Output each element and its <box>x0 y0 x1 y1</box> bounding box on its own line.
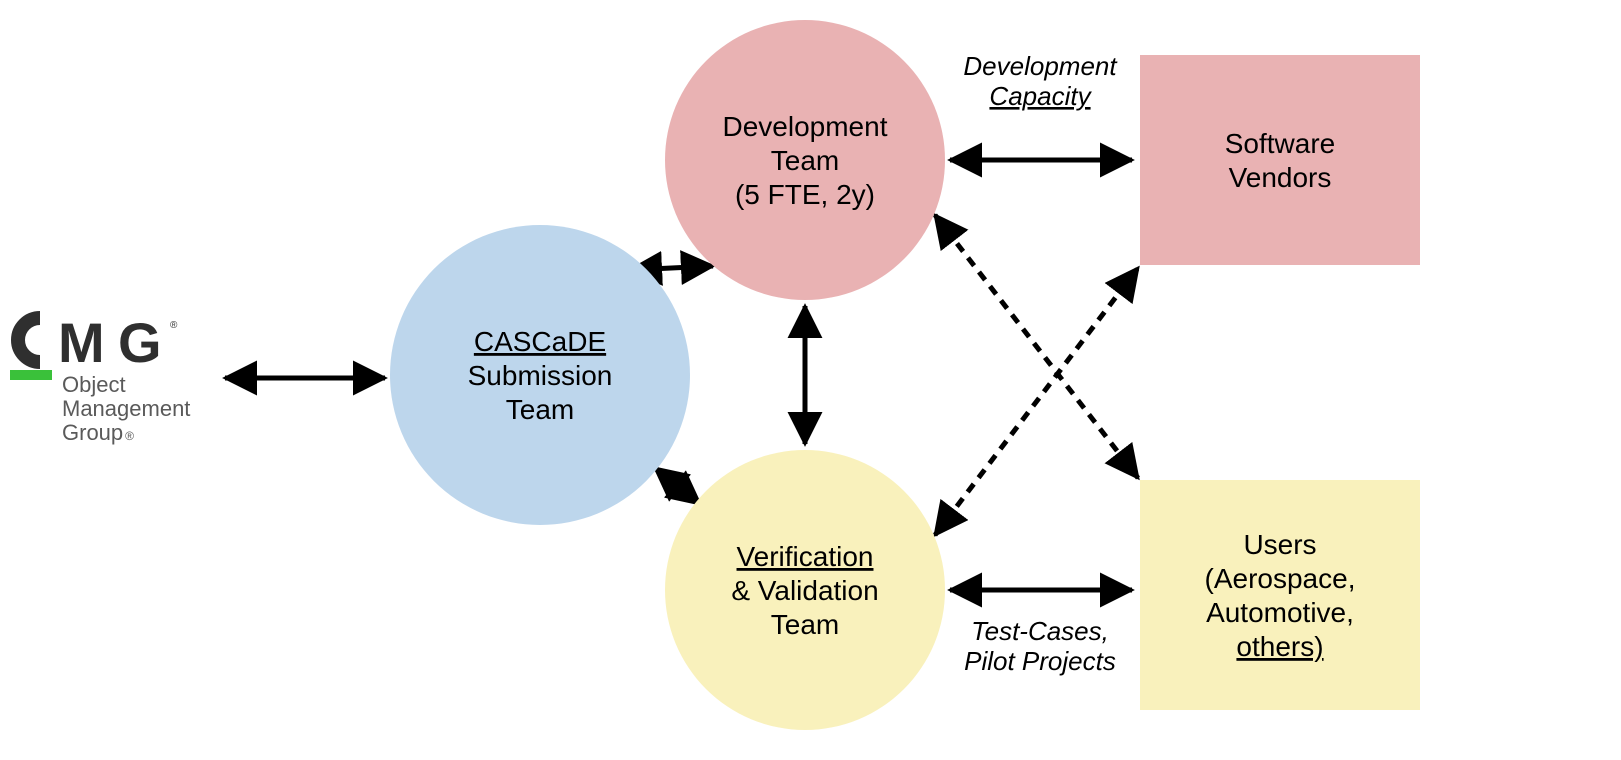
node-cascade-line-0: CASCaDE <box>474 326 606 357</box>
node-users-line-3: others) <box>1236 631 1323 662</box>
edge-label-dev-capacity-0: Development <box>963 51 1118 81</box>
node-vav-line-0: Verification <box>737 541 874 572</box>
edge-label-dev-capacity-1: Capacity <box>989 81 1092 111</box>
edge-label-test-cases-1: Pilot Projects <box>964 646 1116 676</box>
svg-text:®: ® <box>170 320 178 331</box>
node-users: Users(Aerospace,Automotive,others) <box>1140 480 1420 710</box>
node-vav-line-2: Team <box>771 609 839 640</box>
omg-logo: M G ® Object Management Group® <box>10 311 190 445</box>
svg-text:G: G <box>118 311 162 374</box>
nodes-group: CASCaDESubmissionTeamDevelopmentTeam(5 F… <box>390 20 1420 730</box>
omg-subtitle-3: Group® <box>62 420 134 445</box>
edge-cascade-vav <box>655 468 700 504</box>
omg-subtitle-2: Management <box>62 396 190 421</box>
node-dev-line-1: Team <box>771 145 839 176</box>
omg-subtitle-1: Object <box>62 372 126 397</box>
node-users-line-2: Automotive, <box>1206 597 1354 628</box>
node-cascade-line-1: Submission <box>468 360 613 391</box>
edge-label-test-cases-0: Test-Cases, <box>971 616 1109 646</box>
node-vendors-line-1: Vendors <box>1229 162 1332 193</box>
node-dev: DevelopmentTeam(5 FTE, 2y) <box>665 20 945 300</box>
node-vav: Verification& ValidationTeam <box>665 450 945 730</box>
node-users-line-1: (Aerospace, <box>1205 563 1356 594</box>
node-cascade-line-2: Team <box>506 394 574 425</box>
edge-labels-group: DevelopmentCapacity Test-Cases,Pilot Proj… <box>963 51 1118 676</box>
node-dev-line-0: Development <box>723 111 888 142</box>
node-vendors: SoftwareVendors <box>1140 55 1420 265</box>
node-cascade: CASCaDESubmissionTeam <box>390 225 690 525</box>
node-vendors-line-0: Software <box>1225 128 1336 159</box>
svg-text:M: M <box>58 311 105 374</box>
edge-dev-users <box>935 215 1138 478</box>
node-vav-line-1: & Validation <box>731 575 878 606</box>
node-users-line-0: Users <box>1243 529 1316 560</box>
node-dev-line-2: (5 FTE, 2y) <box>735 179 875 210</box>
diagram-canvas: M G ® Object Management Group® CASCaDESu… <box>0 0 1621 760</box>
edge-vav-vendors <box>935 268 1138 535</box>
